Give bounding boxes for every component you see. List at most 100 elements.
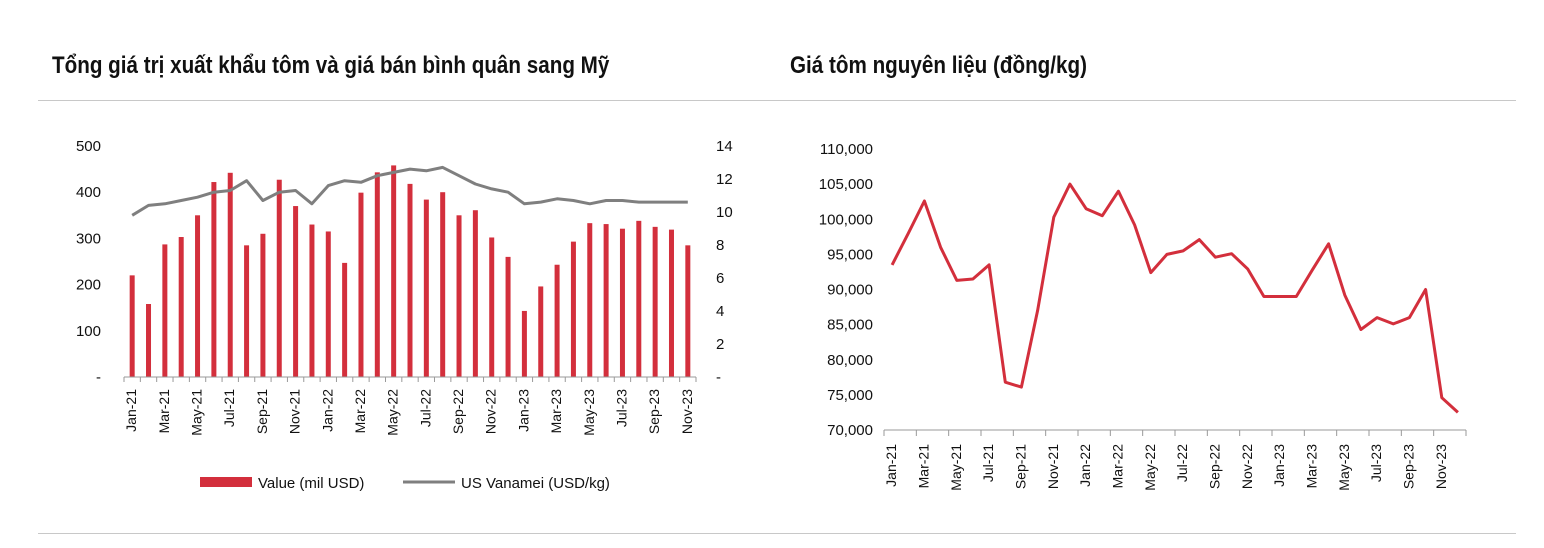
x-tick-label: Sep-21 bbox=[254, 389, 270, 434]
right-y-tick-label: 10 bbox=[716, 204, 733, 221]
bar bbox=[211, 182, 217, 377]
bar bbox=[587, 223, 593, 377]
left-y-tick-label: - bbox=[96, 369, 101, 386]
right-chart-y-tick-label: 80,000 bbox=[827, 352, 873, 369]
right-chart-y-tick-label: 85,000 bbox=[827, 317, 873, 334]
right-chart-x-tick-label: Sep-21 bbox=[1012, 444, 1028, 489]
bar bbox=[276, 179, 282, 377]
bar bbox=[538, 286, 544, 377]
bottom-divider bbox=[38, 533, 1516, 534]
bar bbox=[423, 199, 429, 377]
x-tick-label: Jan-22 bbox=[319, 389, 335, 432]
x-tick-label: May-23 bbox=[581, 389, 597, 436]
right-chart-y-tick-label: 90,000 bbox=[827, 282, 873, 299]
bar bbox=[162, 244, 168, 377]
bar bbox=[619, 228, 625, 377]
x-tick-label: Sep-23 bbox=[646, 389, 662, 434]
right-chart-x-tick-label: May-22 bbox=[1142, 444, 1158, 491]
right-chart-y-tick-label: 75,000 bbox=[827, 387, 873, 404]
x-tick-label: Mar-21 bbox=[156, 389, 172, 434]
bar bbox=[456, 215, 462, 377]
x-tick-label: Nov-21 bbox=[287, 389, 303, 434]
bar bbox=[342, 262, 348, 377]
bar bbox=[554, 264, 560, 377]
raw-shrimp-price-line bbox=[890, 182, 1459, 414]
legend-bar-swatch bbox=[200, 477, 252, 487]
left-y-tick-label: 300 bbox=[76, 230, 101, 247]
left-chart-title: Tổng giá trị xuất khẩu tôm và giá bán bì… bbox=[52, 52, 610, 79]
bar bbox=[636, 220, 642, 377]
bar bbox=[244, 245, 250, 377]
right-chart-x-tick-label: Sep-23 bbox=[1400, 444, 1416, 489]
bar bbox=[309, 224, 315, 377]
bar bbox=[685, 245, 691, 377]
bar bbox=[260, 233, 266, 377]
bar bbox=[178, 237, 184, 377]
legend-bar-label: Value (mil USD) bbox=[258, 475, 364, 492]
right-chart-y-tick-label: 95,000 bbox=[827, 246, 873, 263]
right-y-tick-label: - bbox=[716, 369, 721, 386]
x-tick-label: Mar-23 bbox=[548, 389, 564, 434]
right-y-tick-label: 14 bbox=[716, 138, 733, 155]
right-chart-x-tick-label: May-23 bbox=[1336, 444, 1352, 491]
right-y-tick-label: 12 bbox=[716, 171, 733, 188]
bar bbox=[570, 241, 576, 377]
right-chart-x-tick-label: Jan-22 bbox=[1077, 444, 1093, 487]
right-chart-x-tick-label: Mar-21 bbox=[915, 444, 931, 489]
bar bbox=[358, 192, 364, 377]
left-y-tick-label: 200 bbox=[76, 277, 101, 294]
left-y-tick-label: 100 bbox=[76, 323, 101, 340]
left-chart: 500 400 300 200 100 - 14 12 10 8 6 4 2 - Jan-21 Mar-21 M… bbox=[76, 138, 733, 492]
bar bbox=[293, 206, 299, 377]
right-chart-x-tick-label: Nov-23 bbox=[1433, 444, 1449, 489]
top-divider bbox=[38, 100, 1516, 101]
right-chart-x-tick-label: Sep-22 bbox=[1206, 444, 1222, 489]
right-y-tick-label: 6 bbox=[716, 270, 724, 287]
right-chart-x-tick-label: Nov-22 bbox=[1239, 444, 1255, 489]
bar bbox=[195, 215, 201, 377]
right-chart-x-tick-label: Jul-23 bbox=[1368, 444, 1384, 482]
bar bbox=[146, 304, 152, 377]
x-tick-label: Nov-23 bbox=[679, 389, 695, 434]
bar bbox=[325, 231, 331, 377]
right-chart-x-tick-label: Jan-21 bbox=[883, 444, 899, 487]
x-tick-label: Jul-22 bbox=[417, 389, 433, 427]
x-tick-label: Jul-21 bbox=[221, 389, 237, 427]
bar bbox=[521, 310, 527, 377]
x-tick-label: Nov-22 bbox=[483, 389, 499, 434]
left-y-tick-label: 500 bbox=[76, 138, 101, 155]
legend-line-label: US Vanamei (USD/kg) bbox=[461, 475, 610, 492]
x-tick-label: Jul-23 bbox=[613, 389, 629, 427]
x-tick-label: Jan-23 bbox=[515, 389, 531, 432]
bar bbox=[227, 172, 233, 377]
x-tick-label: Jan-21 bbox=[123, 389, 139, 432]
bar bbox=[489, 237, 495, 377]
bar bbox=[129, 275, 135, 377]
x-tick-label: Sep-22 bbox=[450, 389, 466, 434]
right-y-tick-label: 8 bbox=[716, 237, 724, 254]
right-y-tick-label: 4 bbox=[716, 303, 724, 320]
right-chart: 110,000 105,000 100,000 95,000 90,000 85,000 8… bbox=[819, 141, 1467, 491]
bar bbox=[603, 224, 609, 377]
bar bbox=[652, 226, 658, 377]
right-chart-x-tick-label: Nov-21 bbox=[1045, 444, 1061, 489]
bar bbox=[668, 229, 674, 377]
right-chart-title: Giá tôm nguyên liệu (đồng/kg) bbox=[790, 52, 1087, 79]
right-chart-x-tick-label: Mar-22 bbox=[1109, 444, 1125, 489]
bar bbox=[472, 210, 478, 377]
left-y-tick-label: 400 bbox=[76, 184, 101, 201]
right-chart-x-tick-label: Jul-22 bbox=[1174, 444, 1190, 482]
bar bbox=[391, 165, 397, 377]
bar bbox=[407, 183, 413, 377]
right-chart-x-tick-label: May-21 bbox=[948, 444, 964, 491]
x-tick-label: May-22 bbox=[385, 389, 401, 436]
right-chart-y-tick-label: 110,000 bbox=[820, 141, 873, 158]
bar bbox=[374, 172, 380, 377]
right-chart-x-tick-label: Mar-23 bbox=[1303, 444, 1319, 489]
vanamei-price-line bbox=[131, 165, 688, 217]
bar bbox=[440, 192, 446, 377]
right-chart-x-tick-label: Jul-21 bbox=[980, 444, 996, 482]
x-tick-label: May-21 bbox=[189, 389, 205, 436]
right-chart-y-tick-label: 100,000 bbox=[819, 211, 873, 228]
